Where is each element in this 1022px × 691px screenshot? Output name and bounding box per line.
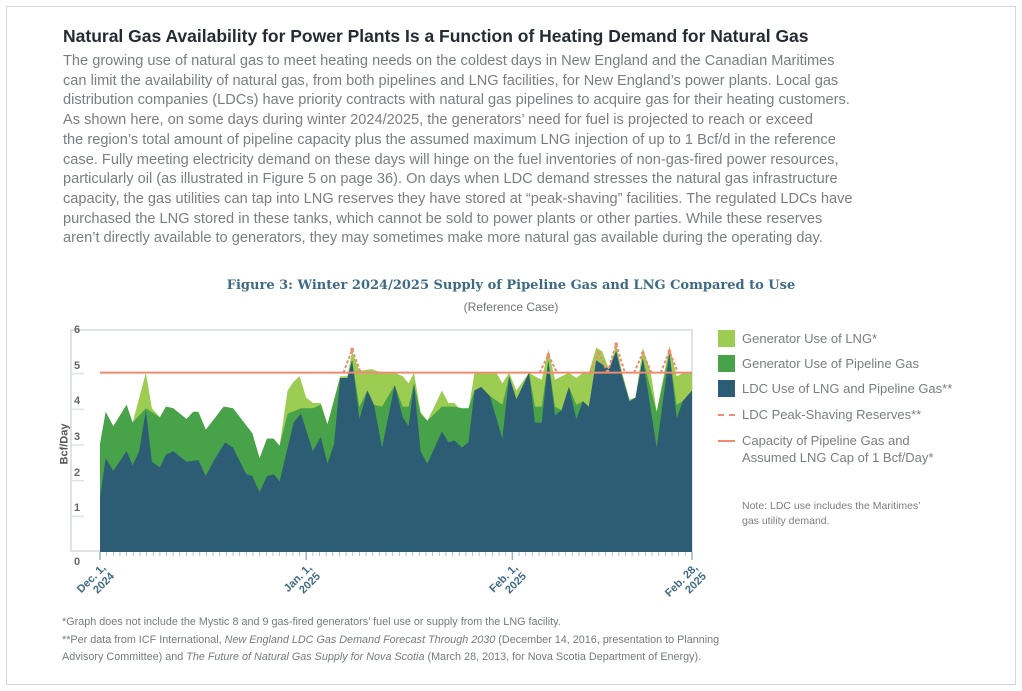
legend-label: Generator Use of Pipeline Gas (742, 356, 920, 371)
y-axis-label: Bcf/Day (58, 423, 71, 465)
peak-shaving-marker (342, 346, 362, 374)
y-tick-label: 5 (74, 359, 81, 372)
paragraph-line: particularly oil (as illustrated in Figu… (63, 171, 838, 188)
paragraph-line: purchased the LNG stored in these tanks,… (63, 210, 823, 227)
paragraph-line: case. Fully meeting electricity demand o… (63, 151, 839, 168)
y-tick-label: 1 (74, 502, 81, 515)
paragraph-line: As shown here, on some days during winte… (63, 112, 813, 129)
paragraph-line: the region’s total amount of pipeline ca… (63, 131, 836, 148)
paragraph-line: aren’t directly available to generators,… (63, 230, 823, 247)
legend-label: LDC Use of LNG and Pipeline Gas** (742, 381, 953, 396)
legend-swatch (718, 330, 735, 347)
peak-shaving-point (350, 347, 354, 352)
paragraph-line: The growing use of natural gas to meet h… (63, 53, 835, 69)
peak-shaving-point (667, 349, 672, 354)
paragraph-line: can limit the availability of natural ga… (63, 72, 839, 89)
peak-shaving-marker (659, 348, 679, 374)
y-tick-label: 6 (74, 324, 81, 336)
y-tick-label: 3 (74, 431, 81, 443)
paragraph-line: capacity, the gas utilities can tap into… (63, 190, 853, 207)
peak-shaving-point (546, 353, 551, 357)
chart-note: Note: LDC use includes the Maritimes’ ga… (742, 499, 921, 529)
footnote-text: Advisory Committee) and (62, 651, 187, 663)
y-tick-label: 0 (74, 556, 81, 568)
footnote-text: **Per data from ICF International, (62, 634, 225, 646)
body-paragraph: The growing use of natural gas to meet h… (63, 52, 853, 249)
legend-item-peak: LDC Peak-Shaving Reserves** (718, 406, 921, 423)
peak-shaving-point (614, 342, 618, 346)
page-frame (6, 6, 1016, 685)
y-tick-label: 2 (74, 466, 81, 479)
legend-item-lng: Generator Use of LNG* (718, 330, 877, 347)
legend-label: Capacity of Pipeline Gas and (742, 433, 910, 448)
section-title: Natural Gas Availability for Power Plant… (63, 26, 809, 46)
peak-shaving-point (597, 351, 601, 355)
footnote-citation-title: The Future of Natural Gas Supply for Nov… (186, 651, 425, 663)
legend-label: Assumed LNG Cap of 1 Bcf/Day* (742, 450, 934, 465)
note-line: gas utility demand. (742, 515, 830, 527)
footnote-2: **Per data from ICF International, New E… (62, 634, 719, 646)
legend-swatch (718, 380, 735, 397)
figure-subtitle: (Reference Case) (463, 300, 559, 314)
legend-item-ldc: LDC Use of LNG and Pipeline Gas** (718, 380, 952, 397)
footnote-3: Advisory Committee) and The Future of Na… (62, 651, 701, 663)
ldc-area (100, 351, 692, 551)
footnote-1: *Graph does not include the Mystic 8 and… (62, 616, 561, 628)
legend-item-capacity: Capacity of Pipeline Gas and Assumed LNG … (718, 432, 933, 466)
footnote-text: (December 14, 2016, presentation to Plan… (495, 634, 720, 646)
legend-label: LDC Peak-Shaving Reserves** (742, 407, 922, 422)
note-line: Note: LDC use includes the Maritimes’ (742, 500, 921, 512)
paragraph-line: distribution companies (LDCs) have prior… (63, 92, 850, 109)
legend-dash-icon (718, 406, 735, 423)
legend-swatch (718, 355, 735, 372)
peak-shaving-marker (538, 352, 558, 374)
y-tick-label: 4 (74, 395, 81, 408)
figure-title: Figure 3: Winter 2024/2025 Supply of Pip… (226, 278, 796, 293)
footnote-text: (March 28, 2013, for Nova Scotia Departm… (424, 651, 702, 663)
peak-shaving-point (640, 351, 645, 355)
legend-item-pipeline: Generator Use of Pipeline Gas (718, 355, 919, 372)
legend-label: Generator Use of LNG* (742, 331, 878, 346)
footnote-citation-title: New England LDC Gas Demand Forecast Thro… (224, 634, 496, 646)
legend-line-icon (718, 432, 735, 449)
